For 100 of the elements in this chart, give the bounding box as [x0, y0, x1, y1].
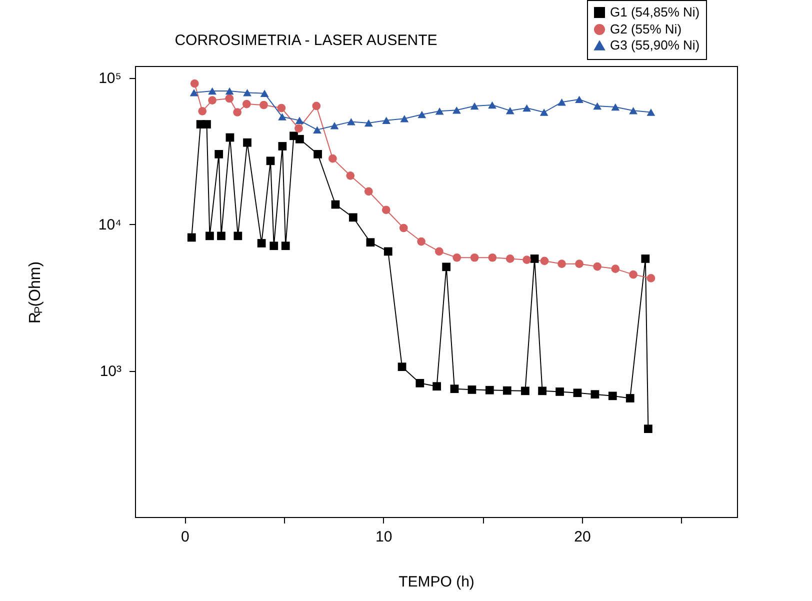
x-tick-label: 0 — [181, 528, 190, 546]
point — [208, 87, 216, 95]
point — [190, 88, 198, 96]
point — [434, 247, 444, 256]
y-tick-label: 10³ — [100, 363, 122, 380]
x-tick-label: 20 — [574, 528, 591, 546]
point — [384, 247, 392, 256]
point — [346, 171, 355, 180]
point — [364, 187, 373, 196]
point — [573, 388, 582, 398]
point — [243, 88, 252, 96]
point — [416, 378, 424, 388]
point — [366, 238, 375, 247]
point — [187, 233, 196, 242]
point — [278, 113, 286, 120]
point — [644, 424, 652, 433]
point — [468, 386, 476, 394]
legend-label: G1 (54,85% Ni) — [610, 4, 700, 20]
point — [346, 118, 356, 126]
point — [540, 256, 549, 266]
point — [488, 101, 496, 109]
point — [225, 87, 234, 95]
point — [485, 386, 494, 394]
point — [593, 102, 602, 110]
point — [502, 386, 512, 395]
point — [522, 256, 531, 264]
point — [646, 274, 656, 282]
point — [629, 270, 638, 279]
point — [435, 108, 444, 115]
point — [540, 108, 548, 116]
x-tick-label: 10 — [376, 528, 392, 546]
point — [611, 103, 620, 111]
point — [330, 122, 339, 130]
point — [432, 382, 441, 391]
point — [452, 253, 462, 262]
point — [593, 262, 602, 271]
point — [641, 254, 650, 263]
point — [202, 120, 211, 128]
point — [629, 107, 638, 114]
point — [190, 79, 199, 88]
point — [399, 224, 408, 232]
point — [450, 384, 459, 394]
point — [312, 102, 321, 110]
point — [314, 150, 322, 158]
point — [556, 388, 564, 396]
point — [398, 362, 406, 372]
y-tick-label: 10⁴ — [98, 216, 122, 234]
point — [217, 232, 226, 240]
point — [208, 96, 216, 104]
point — [418, 110, 426, 118]
point — [575, 260, 584, 268]
point — [470, 102, 479, 110]
point — [558, 98, 566, 106]
point — [331, 200, 340, 209]
point — [198, 106, 207, 116]
point — [234, 232, 242, 240]
point — [382, 206, 390, 214]
point — [295, 116, 304, 124]
legend-label: G3 (55,90% Ni) — [610, 38, 700, 52]
point — [558, 260, 566, 268]
point — [575, 96, 584, 104]
chart-title: CORROSIMETRIA - LASER AUSENTE — [174, 32, 438, 49]
point — [214, 150, 224, 158]
point — [260, 100, 268, 110]
point — [313, 126, 322, 134]
point — [530, 254, 539, 263]
point — [611, 264, 620, 273]
point — [608, 392, 617, 400]
point — [296, 134, 304, 144]
point — [243, 138, 252, 147]
point — [646, 108, 656, 116]
point — [294, 124, 303, 133]
point — [242, 100, 251, 108]
legend-label: G2 (55% Ni) — [610, 22, 682, 36]
point — [206, 232, 214, 240]
point — [225, 94, 234, 103]
point — [348, 213, 358, 222]
point — [506, 107, 514, 114]
point — [400, 114, 409, 122]
point — [270, 242, 278, 250]
point — [233, 108, 242, 116]
point — [590, 390, 600, 399]
point — [626, 394, 634, 402]
point — [522, 104, 531, 112]
y-axis-title: RP(Ohm) — [27, 261, 45, 324]
y-tick-label: 10⁵ — [98, 70, 122, 88]
point — [278, 142, 287, 150]
point — [488, 253, 497, 262]
point — [417, 237, 426, 246]
point — [470, 253, 479, 262]
point — [281, 242, 290, 250]
point — [226, 133, 234, 142]
point — [538, 386, 546, 396]
point — [328, 154, 337, 163]
point — [442, 262, 451, 272]
point — [266, 156, 275, 166]
point — [257, 239, 266, 248]
point — [364, 119, 373, 127]
point — [521, 386, 530, 396]
point — [277, 104, 286, 112]
